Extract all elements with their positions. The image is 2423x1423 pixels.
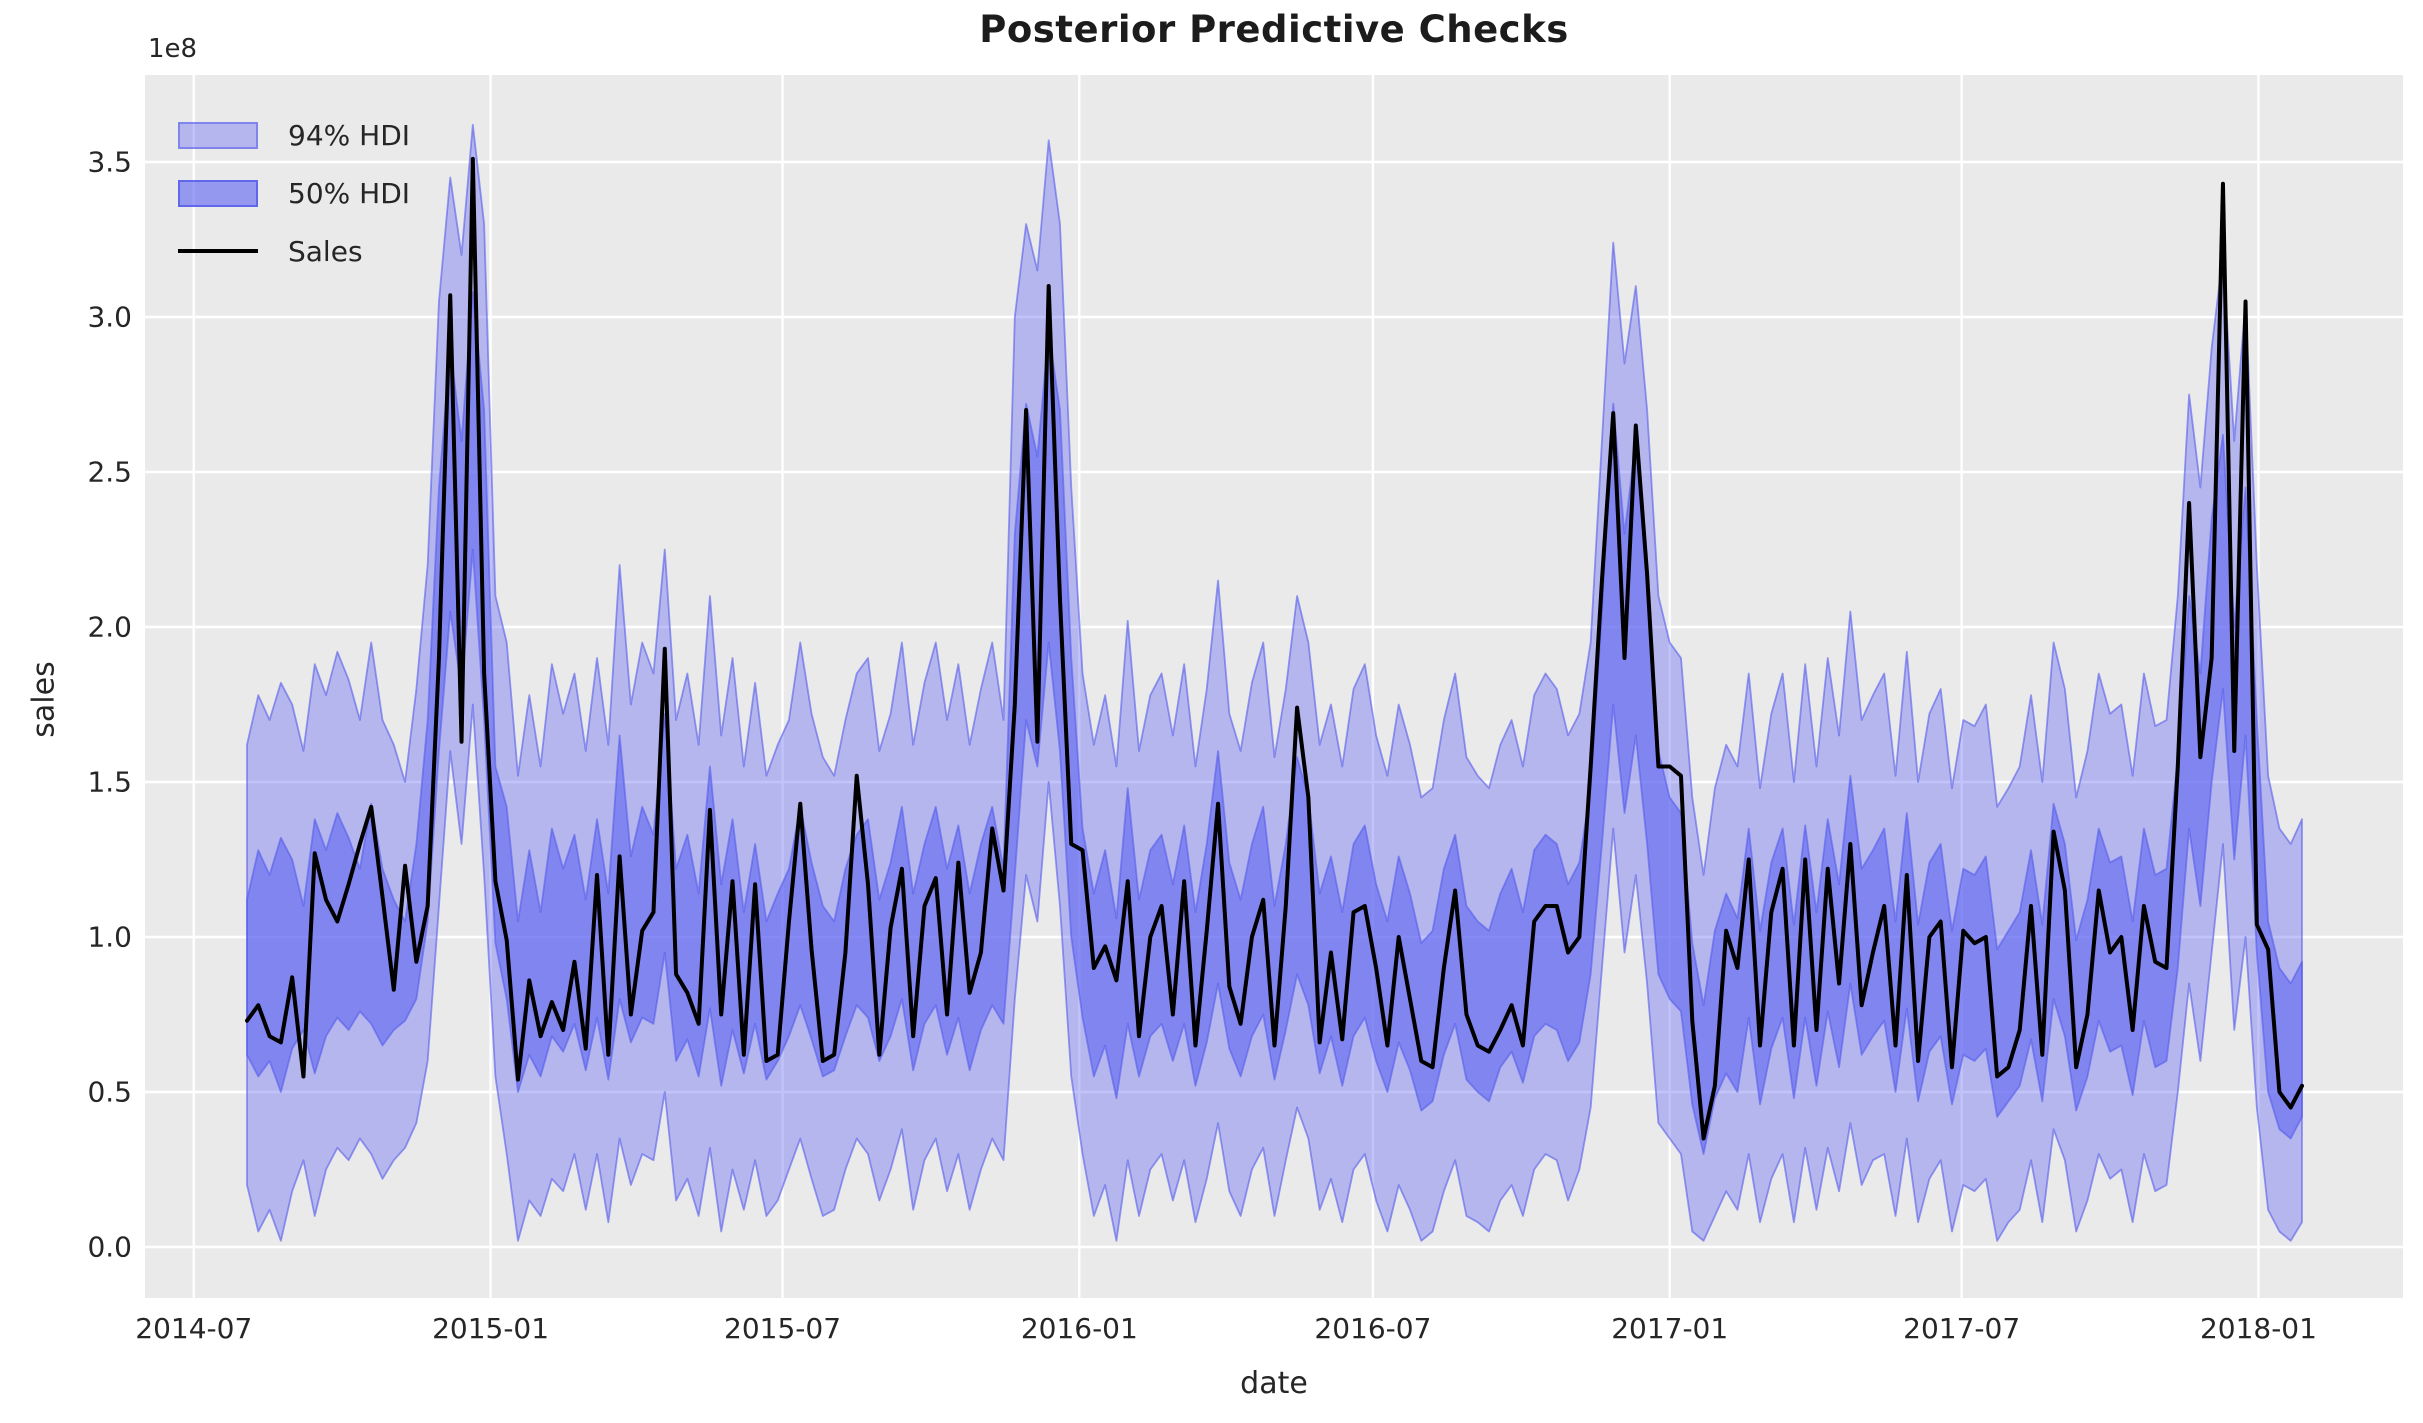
y-axis-offset-text: 1e8 bbox=[148, 34, 198, 64]
x-tick-label: 2015-07 bbox=[724, 1312, 842, 1345]
y-tick-label: 3.0 bbox=[87, 300, 132, 334]
hdi50-band-swatch-icon bbox=[178, 179, 258, 207]
y-tick-label: 2.5 bbox=[87, 455, 132, 489]
sales-line-swatch-icon bbox=[178, 249, 258, 253]
y-tick-label: 0.0 bbox=[87, 1230, 132, 1264]
x-tick-label: 2017-07 bbox=[1903, 1312, 2021, 1345]
legend-entry-94-hdi: 94% HDI bbox=[178, 106, 410, 164]
y-tick-label: 1.0 bbox=[87, 920, 132, 954]
x-tick-label: 2015-01 bbox=[432, 1312, 550, 1345]
sales-line bbox=[245, 156, 2304, 1141]
y-tick-label: 0.5 bbox=[87, 1075, 132, 1109]
chart-title: Posterior Predictive Checks bbox=[979, 8, 1569, 51]
plot-area bbox=[145, 75, 2403, 1298]
legend: 94% HDI 50% HDI Sales bbox=[178, 106, 410, 280]
legend-label: 94% HDI bbox=[288, 118, 411, 152]
hdi94-band-swatch-icon bbox=[178, 121, 258, 149]
legend-label: Sales bbox=[288, 234, 363, 268]
x-tick-label: 2016-01 bbox=[1020, 1312, 1138, 1345]
y-tick-label: 1.5 bbox=[87, 765, 132, 799]
x-tick-label: 2016-07 bbox=[1314, 1312, 1432, 1345]
x-tick-label: 2014-07 bbox=[135, 1312, 253, 1345]
y-tick-label: 2.0 bbox=[87, 610, 132, 644]
legend-entry-50-hdi: 50% HDI bbox=[178, 164, 410, 222]
legend-label: 50% HDI bbox=[288, 176, 411, 210]
x-tick-label: 2018-01 bbox=[2199, 1312, 2317, 1345]
x-tick-label: 2017-01 bbox=[1611, 1312, 1729, 1345]
legend-entry-sales: Sales bbox=[178, 222, 410, 280]
y-tick-label: 3.5 bbox=[87, 145, 132, 179]
x-axis-label: date bbox=[1240, 1366, 1308, 1401]
